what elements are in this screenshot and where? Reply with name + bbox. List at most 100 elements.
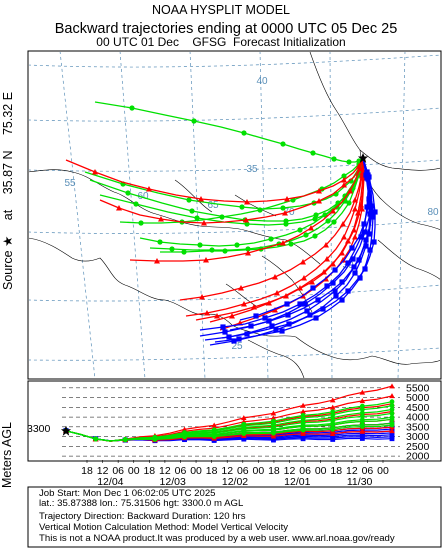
blue-trajectory-height-marker — [359, 436, 365, 441]
vertical-xtick-label: 18 — [268, 465, 280, 477]
vertical-date-labels: 12/04 12/03 12/02 12/01 11/30 — [97, 476, 372, 488]
green-trajectory-marker — [186, 197, 192, 203]
vertical-xtick-label: 06 — [362, 465, 374, 477]
vertical-xtick-label: 12 — [97, 465, 109, 477]
red-trajectory-height-marker — [329, 430, 336, 436]
red-trajectory-marker — [340, 257, 346, 263]
vertical-profile-layer — [61, 383, 400, 457]
vertical-ytick-label: 5000 — [406, 392, 430, 404]
vertical-xtick-label: 06 — [175, 465, 187, 477]
red-trajectory-marker — [243, 217, 249, 223]
red-trajectory-marker — [359, 206, 365, 212]
green-trajectory-marker — [189, 208, 195, 214]
green-trajectory-marker — [297, 227, 303, 233]
red-trajectory-marker — [339, 250, 345, 256]
vertical-ytick-label: 2500 — [406, 441, 430, 453]
blue-trajectory-marker — [370, 214, 376, 220]
green-trajectory-marker — [194, 215, 200, 221]
side-label-lon: 75.32 E — [1, 92, 15, 135]
green-trajectory-marker — [239, 204, 245, 210]
red-trajectory-marker — [280, 240, 286, 246]
green-trajectory-marker — [234, 242, 240, 248]
vertical-ytick-label: 4500 — [406, 402, 430, 414]
vertical-xtick-label: 06 — [237, 465, 249, 477]
blue-trajectory-marker — [345, 260, 351, 266]
vertical-xtick-label: 00 — [377, 465, 389, 477]
green-trajectory-height-marker — [152, 437, 158, 442]
svg-text:Source ★ at 35: Source ★ at 35.87 N 75.32 E — [1, 92, 15, 290]
header-line1: NOAA HYSPLIT MODEL — [152, 3, 290, 17]
green-trajectory-height-marker — [359, 403, 365, 409]
green-trajectory-marker — [197, 242, 203, 248]
blue-trajectory-marker — [330, 280, 336, 286]
contour-label: 35 — [246, 164, 258, 175]
vertical-date-label: 12/03 — [160, 476, 186, 488]
red-trajectory-height-marker — [270, 433, 277, 439]
red-trajectory-marker — [284, 196, 290, 202]
green-trajectory-height-marker — [359, 407, 365, 412]
side-label-at: at — [1, 209, 15, 220]
vertical-xtick-label: 06 — [112, 465, 124, 477]
blue-trajectory-marker — [367, 211, 373, 217]
graticule-line — [29, 54, 440, 68]
blue-trajectory-marker — [364, 169, 370, 175]
header-line3: 00 UTC 01 Dec GFSG Forecast Initializati… — [96, 35, 345, 49]
green-trajectory-height-marker — [330, 426, 336, 432]
red-trajectory-marker — [282, 210, 288, 216]
red-trajectory-marker — [214, 313, 220, 319]
red-trajectory-marker — [309, 279, 315, 285]
vertical-xtick-label: 00 — [190, 465, 202, 477]
red-trajectory-marker — [341, 182, 347, 188]
red-trajectory-marker — [347, 188, 353, 194]
green-trajectory-marker — [241, 130, 247, 136]
red-trajectory-marker — [201, 220, 207, 226]
blue-trajectory-marker — [273, 327, 279, 333]
blue-trajectory-height-marker — [271, 437, 276, 443]
blue-trajectory-marker — [362, 229, 368, 235]
green-trajectory-marker — [280, 205, 286, 211]
vertical-ytick-label: 3500 — [406, 421, 430, 433]
blue-trajectory-marker — [310, 285, 316, 291]
green-trajectory-height-marker — [389, 407, 395, 412]
red-trajectory-height-marker — [359, 428, 366, 434]
vertical-xtick-label: 00 — [315, 465, 327, 477]
green-trajectory-marker — [346, 159, 352, 165]
vertical-xtick-label: 12 — [159, 465, 171, 477]
vertical-xtick-label: 18 — [330, 465, 342, 477]
blue-trajectory-marker — [372, 209, 378, 215]
vertical-xtick-label: 00 — [128, 465, 140, 477]
red-trajectory-marker — [158, 216, 164, 222]
red-trajectory-height-marker — [389, 428, 395, 434]
source-star-marker-vertical — [61, 425, 71, 436]
red-trajectory-height-marker — [241, 415, 247, 421]
red-trajectory-line — [129, 157, 364, 262]
red-trajectory-marker — [245, 250, 251, 256]
graticule-line — [29, 347, 440, 361]
green-trajectory-marker — [283, 221, 289, 227]
red-trajectory-line — [65, 157, 364, 203]
green-trajectory-height-marker — [389, 403, 395, 409]
blue-trajectory-line — [199, 157, 369, 331]
blue-trajectory-marker — [320, 306, 326, 312]
vertical-date-label: 12/04 — [97, 476, 123, 488]
vertical-xtick-label: 18 — [206, 465, 218, 477]
red-trajectory-marker — [352, 234, 358, 240]
blue-trajectory-marker — [356, 257, 362, 263]
red-trajectory-marker — [316, 198, 322, 204]
vertical-xtick-label: 12 — [346, 465, 358, 477]
green-trajectory-marker — [312, 216, 318, 222]
graticule-line — [329, 52, 333, 378]
green-trajectory-marker — [219, 214, 225, 220]
red-trajectory-marker — [300, 259, 306, 265]
blue-trajectory-marker — [304, 308, 310, 314]
blue-trajectory-marker — [262, 315, 268, 321]
red-trajectory-line — [99, 157, 364, 224]
vertical-xtick-label: 12 — [221, 465, 233, 477]
vertical-ytick-label: 3000 — [406, 431, 430, 443]
blue-trajectory-marker — [345, 288, 351, 294]
green-trajectory-marker — [341, 173, 347, 179]
blue-trajectory-marker — [236, 336, 242, 342]
blue-trajectory-marker — [366, 231, 372, 237]
blue-trajectory-marker — [350, 256, 356, 262]
